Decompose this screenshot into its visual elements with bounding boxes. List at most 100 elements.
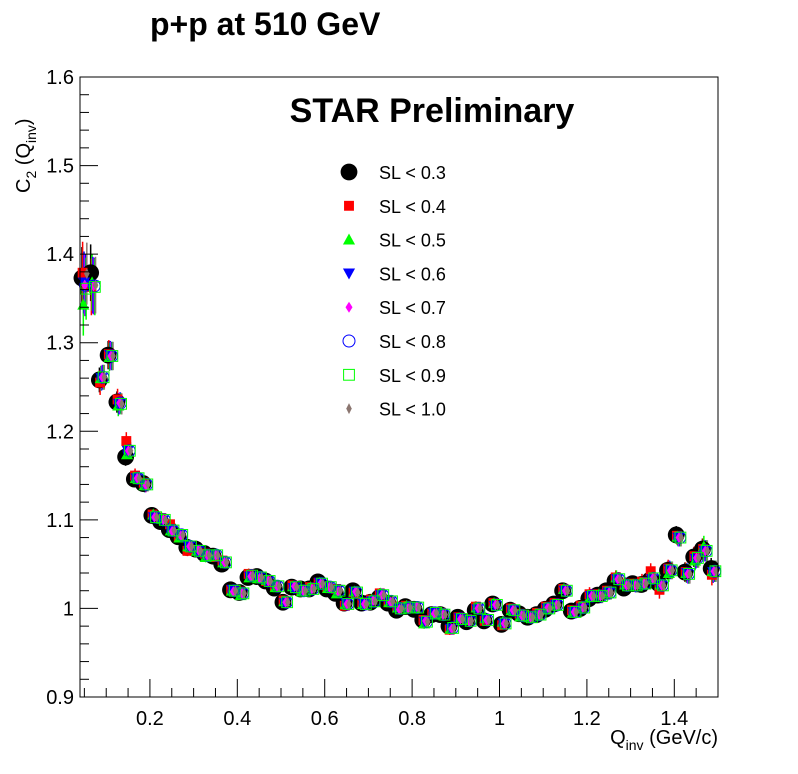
data-point (683, 567, 696, 580)
data-point (171, 524, 177, 536)
data-point (713, 565, 719, 577)
data-point (499, 617, 512, 630)
data-point (529, 611, 536, 623)
data-point (141, 478, 154, 491)
data-point (342, 233, 356, 245)
data-point (188, 540, 195, 552)
data-point (316, 577, 328, 590)
data-point (486, 614, 492, 626)
data-point (320, 578, 326, 590)
x-axis-symbol: Q (610, 727, 626, 749)
y-tick-label: 1.6 (46, 67, 74, 89)
data-point (386, 595, 398, 608)
data-point (368, 595, 381, 608)
data-point (344, 200, 354, 211)
data-point (127, 445, 134, 457)
data-point (582, 602, 588, 614)
data-point (298, 584, 311, 597)
data-point (302, 585, 309, 597)
data-point (587, 590, 599, 602)
data-point (92, 279, 99, 291)
data-point (115, 397, 127, 410)
data-point (342, 268, 356, 280)
data-point (158, 513, 171, 526)
data-point (421, 615, 433, 628)
data-point (381, 589, 387, 601)
data-point (250, 570, 256, 582)
legend: SL < 0.3 SL < 0.4 SL < 0.5 SL < 0.6 SL < 0.7… (340, 163, 446, 420)
data-point (692, 552, 704, 564)
data-point (145, 478, 151, 490)
x-tick-label: 0.6 (311, 708, 339, 730)
x-tick-labels: 0.2 0.4 0.6 0.8 1 1.2 1.4 (136, 708, 688, 730)
data-point (193, 544, 206, 557)
data-point (272, 580, 285, 593)
legend-label: SL < 0.7 (379, 298, 446, 318)
data-point (372, 595, 378, 607)
x-tick-label: 1 (494, 708, 505, 730)
data-point (643, 578, 649, 590)
markers (73, 264, 722, 635)
data-point (197, 545, 204, 557)
data-point (359, 598, 372, 610)
data-point (340, 163, 358, 181)
data-point (669, 564, 676, 576)
data-point (223, 556, 230, 568)
data-point (403, 601, 416, 614)
data-point (80, 282, 93, 295)
data-point (132, 472, 145, 485)
data-point (285, 596, 291, 608)
x-axis-subscript: inv (626, 737, 644, 753)
x-axis-title: Qinv (GeV/c) (610, 727, 718, 753)
data-point (351, 586, 363, 599)
y-axis-symbol: C (13, 179, 35, 193)
axis-ticks (80, 76, 697, 698)
data-point (180, 529, 186, 541)
data-point (473, 602, 486, 615)
data-point (293, 581, 300, 593)
data-point (123, 444, 136, 457)
data-point (424, 616, 431, 628)
data-point (482, 614, 495, 626)
data-point (678, 532, 684, 544)
data-point (700, 544, 713, 557)
data-point (267, 575, 274, 587)
data-point (512, 604, 518, 616)
data-point (517, 609, 530, 622)
data-point (394, 602, 407, 615)
x-tick-label: 0.4 (223, 708, 251, 730)
data-point (355, 586, 361, 598)
data-point (237, 587, 250, 600)
data-point (333, 584, 346, 597)
y-tick-label: 1 (63, 598, 74, 620)
data-point (328, 581, 335, 593)
data-point (241, 587, 247, 599)
data-point (617, 573, 623, 585)
data-point (342, 334, 356, 348)
x-axis-unit: (GeV/c) (644, 727, 718, 749)
data-point (451, 622, 457, 634)
data-point (490, 598, 503, 611)
data-point (345, 301, 353, 313)
data-point (150, 511, 162, 524)
data-point (634, 579, 641, 591)
data-point (106, 350, 119, 362)
data-point (220, 556, 232, 569)
data-point (521, 610, 527, 622)
data-point (136, 472, 143, 484)
data-point (660, 579, 667, 591)
data-point (84, 268, 90, 280)
data-point (185, 540, 197, 553)
data-point (613, 573, 626, 586)
data-point (311, 583, 317, 595)
legend-label: SL < 0.3 (379, 163, 446, 183)
y-tick-labels: 0.9 1 1.1 1.2 1.3 1.4 1.5 1.6 (46, 67, 74, 709)
data-point (652, 572, 658, 584)
data-point (456, 613, 468, 625)
data-point (202, 549, 215, 562)
y-axis-title: C2 (Qinv) (13, 118, 39, 193)
data-point (101, 371, 108, 383)
legend-label: SL < 0.5 (379, 231, 446, 251)
data-point (464, 614, 477, 627)
